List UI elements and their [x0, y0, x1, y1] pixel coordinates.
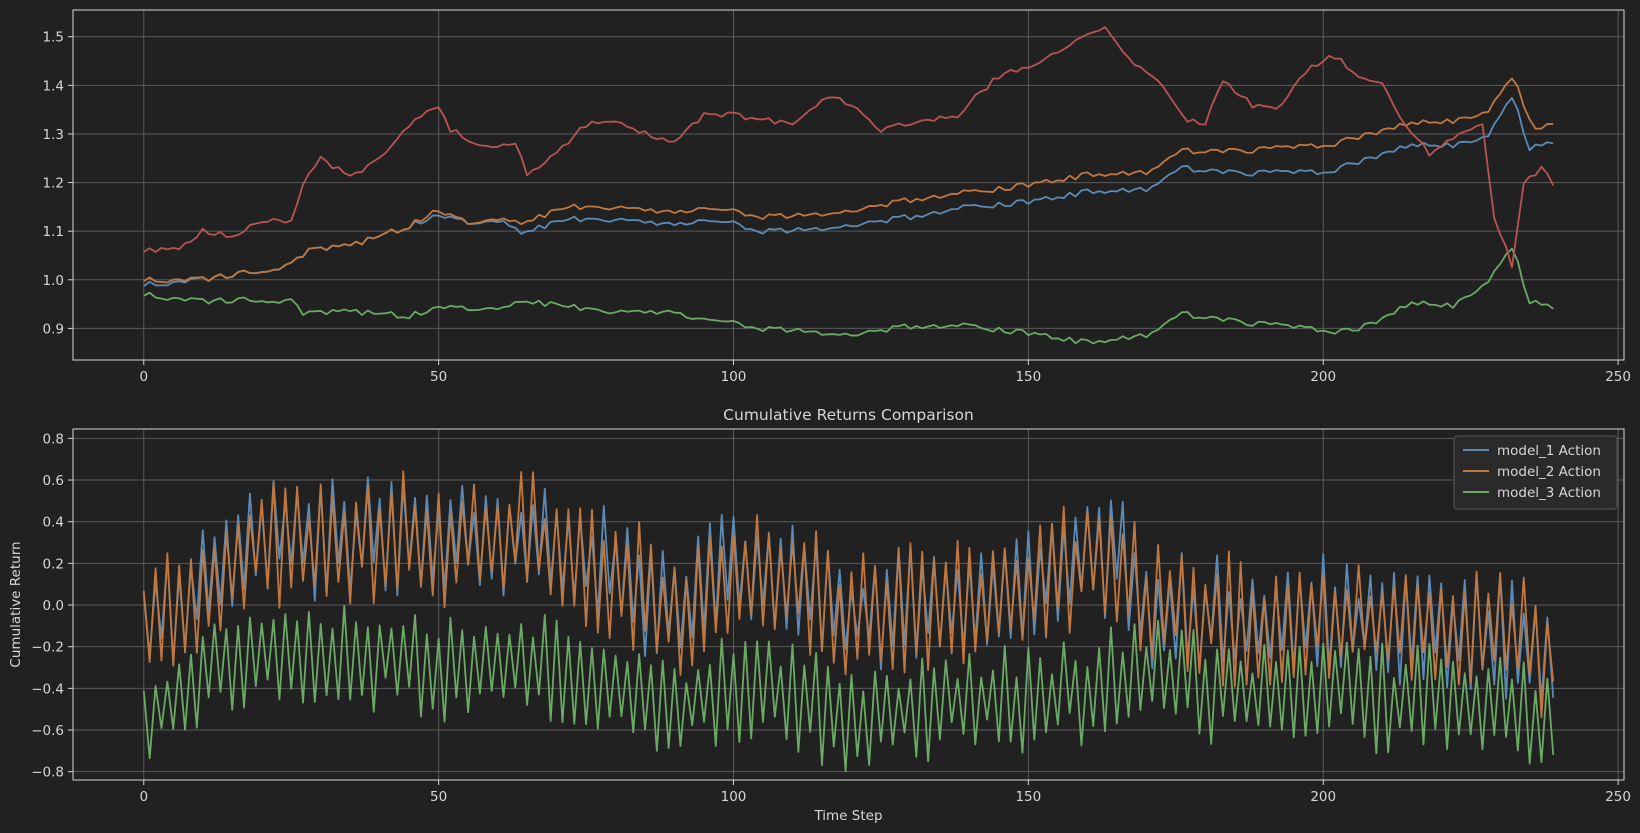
y-tick-label: 1.2: [43, 176, 64, 192]
top-series-line-4: [143, 26, 1555, 269]
y-tick-label: 1.1: [43, 224, 64, 240]
bottom-series-line-3: [142, 604, 1555, 772]
x-tick-label: 150: [1015, 369, 1041, 385]
y-tick-label: 0.4: [43, 515, 64, 531]
y-tick-label: 1.0: [43, 273, 64, 289]
y-tick-label: −0.2: [31, 640, 64, 656]
y-tick-label: 0.8: [43, 431, 64, 447]
y-tick-label: 1.4: [43, 78, 64, 94]
x-tick-label: 250: [1605, 789, 1631, 805]
y-tick-label: −0.4: [31, 681, 64, 697]
y-tick-label: −0.8: [31, 765, 64, 781]
y-tick-label: 0.0: [43, 598, 64, 614]
plot-frame: [72, 428, 1625, 781]
y-tick-label: 0.2: [43, 556, 64, 572]
x-tick-label: 0: [139, 789, 148, 805]
x-tick-label: 250: [1605, 369, 1631, 385]
y-tick-label: 0.6: [43, 473, 64, 489]
y-tick-label: −0.6: [31, 723, 64, 739]
legend-entry: model_2 Action: [1497, 464, 1601, 480]
x-tick-label: 50: [430, 369, 447, 385]
x-tick-label: 200: [1310, 369, 1336, 385]
top-series-line-3: [143, 247, 1554, 345]
legend-entry: model_3 Action: [1497, 485, 1601, 501]
bottom-chart: 0 50 100 150 200 250 −0.8 −0.6 −0.4 −0.2 0.0 0.2 0.4…: [8, 406, 1631, 824]
legend-box: [1453, 435, 1618, 510]
x-axis-label: Time Step: [813, 808, 882, 824]
plot-frame: [72, 9, 1625, 361]
x-tick-label: 100: [721, 789, 747, 805]
x-tick-label: 100: [721, 369, 747, 385]
y-tick-label: 1.3: [43, 127, 64, 143]
y-tick-label: 0.9: [43, 321, 64, 337]
x-tick-label: 50: [430, 789, 447, 805]
top-chart: 0 50 100 150 200 250 0.9 1.0 1.1 1.2 1.3 1.4 1.5: [43, 9, 1631, 385]
bottom-series-line-2: [142, 470, 1555, 719]
top-series-line-2: [143, 77, 1554, 284]
x-tick-label: 200: [1310, 789, 1336, 805]
legend: model_1 Action model_2 Action model_3 Acti…: [1453, 435, 1618, 510]
top-series-line-1: [143, 97, 1554, 287]
y-tick-label: 1.5: [43, 30, 64, 46]
x-tick-label: 150: [1015, 789, 1041, 805]
chart-title: Cumulative Returns Comparison: [723, 406, 974, 424]
y-axis-label: Cumulative Return: [8, 541, 24, 667]
legend-entry: model_1 Action: [1497, 443, 1601, 459]
x-tick-label: 0: [139, 369, 148, 385]
